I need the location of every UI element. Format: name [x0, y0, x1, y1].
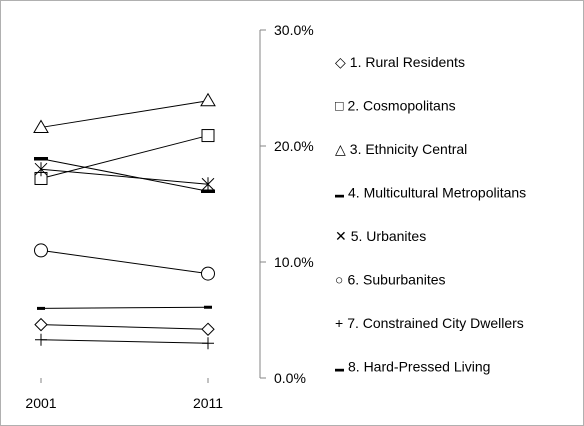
series-line — [40, 158, 209, 192]
legend-symbol: ▬ — [335, 190, 344, 200]
legend-symbol: △ — [335, 141, 346, 157]
legend-label: 5. Urbanites — [351, 228, 426, 244]
legend-label: 2. Cosmopolitans — [347, 98, 455, 114]
x-tick-label: 2001 — [25, 395, 56, 411]
legend-entry: ▬ 8. Hard-Pressed Living — [335, 359, 490, 375]
series-line — [40, 100, 209, 128]
y-tick-label: 0.0% — [274, 370, 306, 386]
series-line — [40, 306, 209, 309]
star-marker — [34, 162, 48, 177]
series-line — [40, 339, 209, 344]
diamond-marker — [34, 317, 48, 332]
legend-entry: ◇ 1. Rural Residents — [335, 54, 465, 70]
triangle-marker — [200, 92, 216, 107]
circle-marker — [34, 243, 48, 258]
legend-entry: ▬ 4. Multicultural Metropolitans — [335, 185, 526, 201]
series-line — [40, 249, 209, 275]
star-marker — [201, 177, 215, 192]
series-line — [40, 135, 209, 179]
legend-symbol: □ — [335, 98, 344, 114]
y-tick-label: 10.0% — [274, 254, 314, 270]
legend-symbol: ○ — [335, 272, 343, 288]
legend-label: 6. Suburbanites — [347, 272, 445, 288]
legend-entry: △ 3. Ethnicity Central — [335, 141, 467, 157]
y-tick-label: 20.0% — [274, 138, 314, 154]
legend-symbol: ▬ — [335, 364, 344, 374]
legend-label: 3. Ethnicity Central — [350, 141, 468, 157]
legend-entry: ○ 6. Suburbanites — [335, 272, 446, 288]
legend-entry: ✕ 5. Urbanites — [335, 228, 426, 244]
legend-label: 4. Multicultural Metropolitans — [348, 185, 526, 201]
plus-marker — [35, 333, 47, 346]
legend-symbol: + — [335, 315, 343, 331]
circle-marker — [201, 266, 215, 281]
legend-entry: +7. Constrained City Dwellers — [335, 315, 524, 331]
plus-marker — [202, 337, 214, 350]
diamond-marker — [201, 322, 215, 336]
series-line — [40, 324, 209, 330]
x-tick-label: 2011 — [193, 395, 223, 411]
legend-symbol: ✕ — [335, 228, 347, 244]
legend-symbol: ◇ — [335, 54, 346, 70]
square-marker — [201, 129, 215, 143]
legend-label: 7. Constrained City Dwellers — [347, 315, 524, 331]
triangle-marker — [33, 119, 49, 133]
legend-entry: □ 2. Cosmopolitans — [335, 98, 456, 114]
y-tick-label: 30.0% — [274, 22, 314, 38]
legend-label: 1. Rural Residents — [350, 54, 465, 70]
legend-label: 8. Hard-Pressed Living — [348, 359, 490, 375]
series-line — [40, 168, 209, 185]
